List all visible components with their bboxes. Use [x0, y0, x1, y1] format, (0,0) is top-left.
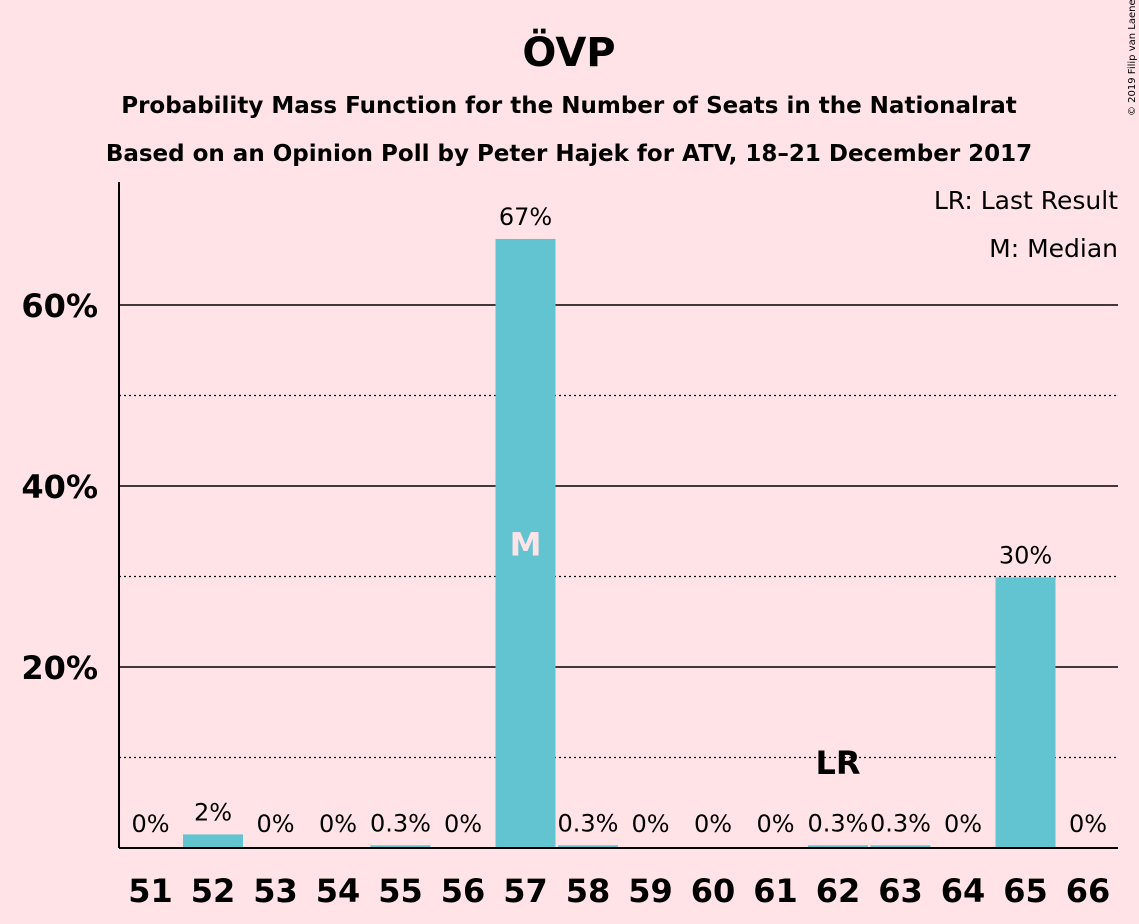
data-label-64: 0% [944, 810, 982, 838]
y-tick-label: 20% [21, 649, 98, 687]
y-tick-label: 60% [21, 287, 98, 325]
data-label-63: 0.3% [870, 809, 931, 837]
x-tick-label-55: 55 [378, 872, 423, 910]
x-tick-label-66: 66 [1066, 872, 1111, 910]
chart-title: ÖVP [522, 28, 615, 76]
x-tick-labels: 51 52 53 54 55 56 57 58 59 60 61 62 63 64 65 66 [128, 872, 1110, 910]
chart-subtitle-1: Probability Mass Function for the Number… [121, 93, 1017, 119]
x-tick-label-65: 65 [1003, 872, 1048, 910]
x-tick-label-61: 61 [753, 872, 798, 910]
data-label-60: 0% [694, 810, 732, 838]
data-label-62: 0.3% [808, 809, 869, 837]
data-label-53: 0% [256, 810, 294, 838]
bar-62 [808, 845, 868, 848]
last-result-marker: LR [815, 744, 860, 782]
data-label-52: 2% [194, 798, 232, 826]
x-tick-label-56: 56 [441, 872, 486, 910]
bar-63 [870, 845, 931, 848]
legend-last-result: LR: Last Result [934, 186, 1118, 215]
x-tick-label-62: 62 [816, 872, 861, 910]
legend-median: M: Median [989, 234, 1118, 263]
markers: M LR [510, 525, 861, 782]
data-label-59: 0% [631, 810, 669, 838]
y-tick-label: 40% [21, 468, 98, 506]
bars [183, 238, 1056, 848]
gridlines [119, 304, 1118, 759]
bar-52 [183, 834, 243, 848]
bar-65 [995, 577, 1056, 848]
x-tick-label-64: 64 [941, 872, 986, 910]
x-tick-label-51: 51 [128, 872, 173, 910]
data-label-58: 0.3% [558, 809, 619, 837]
x-tick-label-52: 52 [191, 872, 236, 910]
x-tick-label-58: 58 [566, 872, 611, 910]
x-tick-label-53: 53 [253, 872, 298, 910]
data-label-51: 0% [131, 810, 169, 838]
data-label-54: 0% [319, 810, 357, 838]
x-tick-label-59: 59 [628, 872, 673, 910]
x-tick-label-60: 60 [691, 872, 736, 910]
data-label-65: 30% [999, 541, 1052, 569]
x-tick-label-57: 57 [503, 872, 548, 910]
data-labels: 0% 2% 0% 0% 0.3% 0%67%0.3% 0% 0% 0% 0.3% 0.3% 0%30%… [131, 203, 1107, 838]
y-tick-labels: 20% 40% 60% [21, 287, 98, 687]
copyright-notice: © 2019 Filip van Laenen [1127, 0, 1138, 116]
bar-58 [558, 845, 618, 848]
chart-subtitle-2: Based on an Opinion Poll by Peter Hajek … [106, 141, 1032, 167]
x-tick-label-54: 54 [316, 872, 361, 910]
bar-55 [370, 845, 431, 848]
data-label-56: 0% [444, 810, 482, 838]
data-label-66: 0% [1069, 810, 1107, 838]
x-tick-label-63: 63 [878, 872, 923, 910]
data-label-57: 67% [499, 203, 552, 231]
bar-57 [495, 238, 556, 848]
median-marker: M [510, 525, 542, 563]
data-label-61: 0% [756, 810, 794, 838]
data-label-55: 0.3% [370, 809, 431, 837]
